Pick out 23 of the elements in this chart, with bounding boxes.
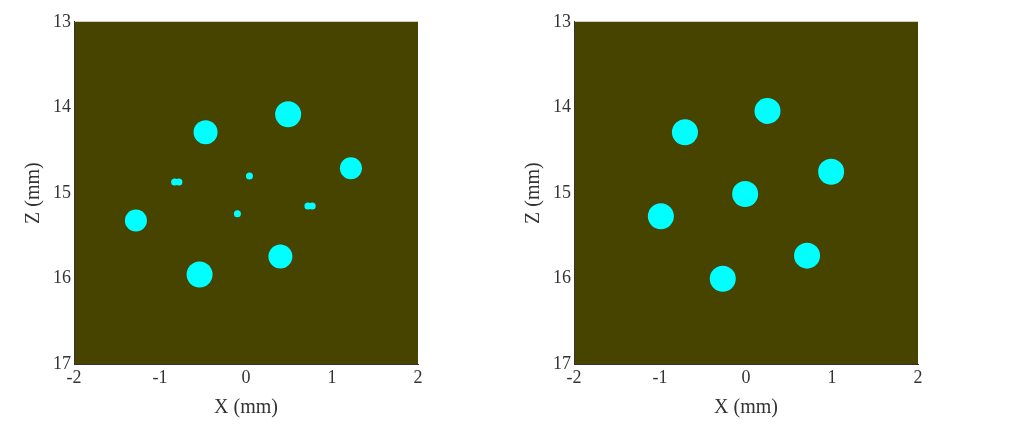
y-tick-label: 16 xyxy=(553,267,571,288)
x-tick-label: 2 xyxy=(913,366,923,387)
y-axis-title: Z (mm) xyxy=(21,162,45,224)
y-tick-label: 15 xyxy=(53,181,71,202)
x-axis-title: X (mm) xyxy=(214,395,278,419)
point xyxy=(233,210,241,218)
x-axis-title: X (mm) xyxy=(714,395,778,419)
y-tick-label: 13 xyxy=(553,10,571,31)
x-tick-label: -1 xyxy=(652,366,668,387)
y-tick-label: 14 xyxy=(553,96,571,117)
x-tick-label: 1 xyxy=(327,366,337,387)
x-tick-label: -1 xyxy=(152,366,168,387)
y-tick-label: 14 xyxy=(53,96,71,117)
x-tick-label: 1 xyxy=(827,366,837,387)
point xyxy=(245,172,253,180)
x-tick-label: 2 xyxy=(413,366,423,387)
y-axis-title: Z (mm) xyxy=(521,162,545,224)
point xyxy=(175,178,183,186)
x-tick-label: 0 xyxy=(741,366,751,387)
y-tick-label: 13 xyxy=(53,10,71,31)
x-tick-label: 0 xyxy=(241,366,251,387)
y-tick-label: 15 xyxy=(553,181,571,202)
y-tick-label: 16 xyxy=(53,267,71,288)
